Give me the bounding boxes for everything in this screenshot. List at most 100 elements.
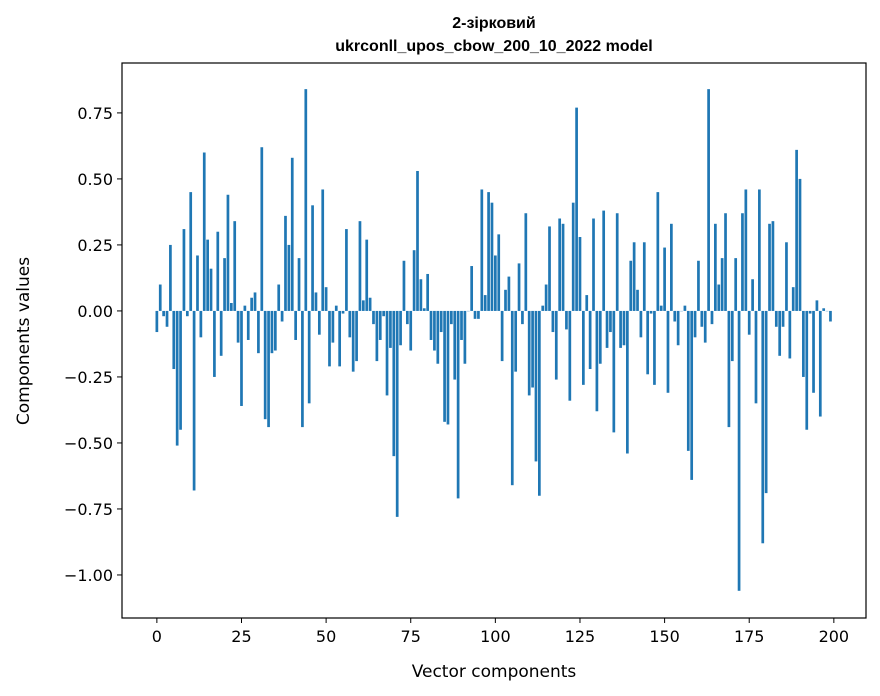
bar-6 [175, 310, 179, 446]
bar-30 [257, 310, 260, 354]
bar-85 [443, 310, 446, 422]
bar-28 [250, 297, 253, 311]
y-tick-label: 0.00 [77, 302, 113, 321]
bar-172 [737, 310, 741, 591]
bar-110 [527, 310, 531, 396]
x-tick-label: 50 [316, 627, 336, 646]
bar-197 [822, 308, 826, 311]
bar-190 [798, 178, 802, 311]
bar-23 [233, 221, 237, 311]
bar-15 [206, 239, 209, 311]
bar-96 [480, 189, 484, 311]
bar-94 [473, 310, 477, 319]
bar-103 [504, 289, 507, 311]
bar-88 [453, 310, 457, 380]
bar-5 [172, 310, 176, 370]
bar-79 [422, 308, 426, 311]
bar-21 [226, 194, 230, 311]
bar-87 [449, 310, 453, 325]
bar-109 [524, 213, 528, 311]
bar-10 [189, 192, 193, 311]
bar-178 [758, 189, 761, 311]
bar-160 [697, 260, 700, 311]
bar-100 [494, 255, 497, 311]
bar-73 [402, 260, 406, 311]
bar-116 [548, 226, 551, 311]
bar-55 [341, 310, 345, 314]
bar-46 [311, 205, 314, 311]
bar-47 [314, 292, 318, 311]
bar-176 [751, 279, 754, 311]
bar-135 [612, 310, 616, 433]
bar-137 [619, 310, 622, 348]
bar-130 [595, 310, 599, 412]
bar-68 [385, 310, 389, 396]
x-tick-label: 150 [649, 627, 680, 646]
bar-170 [730, 310, 734, 362]
bar-143 [639, 310, 643, 338]
x-tick-label: 200 [819, 627, 850, 646]
bar-142 [636, 289, 639, 311]
bar-62 [365, 239, 369, 311]
bar-14 [202, 152, 206, 311]
bar-78 [419, 279, 423, 311]
bar-127 [585, 295, 589, 311]
bar-151 [666, 310, 670, 393]
bar-104 [507, 276, 511, 311]
x-tick-label: 25 [231, 627, 251, 646]
bar-112 [534, 310, 538, 462]
bar-45 [307, 310, 311, 404]
bar-13 [199, 310, 203, 338]
bar-118 [554, 310, 558, 380]
y-tick-label: −0.75 [64, 500, 113, 519]
bar-186 [785, 242, 788, 311]
bar-140 [629, 260, 633, 311]
bar-138 [622, 310, 626, 346]
bar-115 [544, 284, 548, 311]
bar-20 [223, 258, 226, 311]
bar-18 [216, 231, 220, 311]
bar-77 [416, 170, 419, 311]
bar-189 [795, 149, 798, 311]
bar-80 [426, 273, 430, 311]
bar-145 [646, 310, 650, 375]
bar-34 [270, 310, 274, 354]
x-axis-label: Vector components [412, 662, 577, 682]
bar-40 [290, 157, 294, 311]
bar-52 [331, 310, 335, 343]
bar-26 [243, 305, 247, 311]
bar-144 [642, 242, 646, 311]
bar-36 [277, 284, 281, 311]
bar-9 [185, 310, 189, 317]
bar-161 [700, 310, 704, 327]
bar-59 [355, 310, 358, 362]
bar-194 [812, 310, 815, 393]
x-tick-label: 125 [565, 627, 596, 646]
bar-95 [477, 310, 480, 319]
bar-191 [802, 310, 805, 377]
bar-63 [368, 297, 372, 311]
bar-25 [240, 310, 243, 406]
bar-41 [294, 310, 297, 340]
bar-125 [578, 236, 582, 311]
bar-3 [165, 310, 169, 327]
bar-7 [179, 310, 182, 430]
bar-82 [433, 310, 436, 351]
bar-105 [510, 310, 514, 486]
bar-51 [328, 310, 331, 367]
bar-141 [632, 242, 636, 311]
bar-74 [405, 310, 409, 325]
bar-134 [609, 310, 612, 333]
bar-192 [805, 310, 809, 430]
bar-56 [345, 229, 348, 311]
bar-91 [463, 310, 467, 364]
bar-119 [558, 218, 562, 311]
bar-113 [538, 310, 541, 496]
bar-8 [182, 229, 186, 311]
bar-86 [446, 310, 450, 425]
bar-177 [754, 310, 758, 404]
bar-33 [267, 310, 270, 428]
bar-66 [378, 310, 382, 340]
bar-166 [717, 284, 721, 311]
bar-60 [358, 221, 362, 311]
